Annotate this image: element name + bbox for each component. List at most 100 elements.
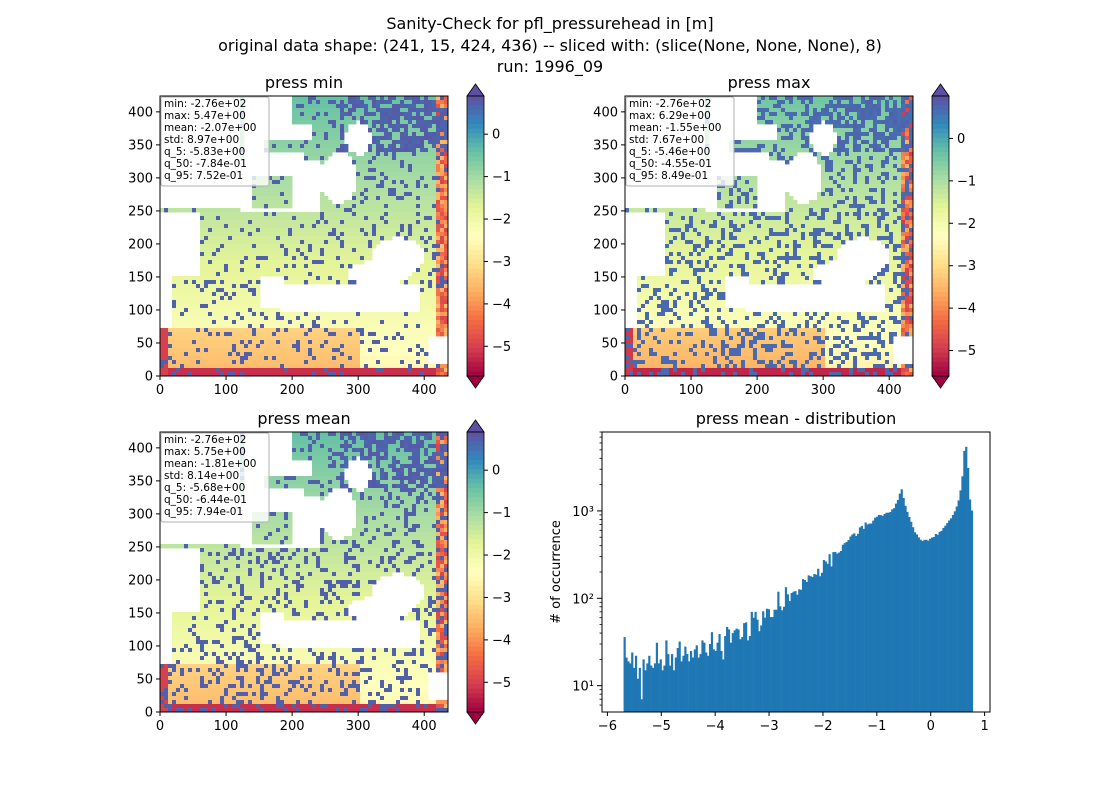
heatmap-cell — [368, 184, 373, 189]
heatmap-cell — [444, 140, 449, 145]
heatmap-cell — [733, 240, 738, 245]
heatmap-cell — [765, 144, 770, 149]
heatmap-cell — [232, 360, 237, 365]
heatmap-cell — [428, 232, 433, 237]
heatmap-cell — [268, 196, 273, 201]
heatmap-cell — [276, 244, 281, 249]
heatmap-cell — [857, 220, 862, 225]
heatmap-cell — [861, 212, 866, 217]
colorbar-segment — [467, 371, 484, 377]
heatmap-cell — [825, 200, 830, 205]
heatmap-cell — [729, 236, 734, 241]
heatmap-cell — [216, 244, 221, 249]
heatmap-cell — [404, 320, 409, 325]
heatmap-cell — [392, 344, 397, 349]
heatmap-cell — [336, 336, 341, 341]
heatmap-cell — [192, 300, 197, 305]
heatmap-cell — [392, 324, 397, 329]
heatmap-cell — [665, 244, 670, 249]
heatmap-cell — [288, 356, 293, 361]
heatmap-cell — [416, 188, 421, 193]
heatmap-cell — [677, 212, 682, 217]
heatmap-cell — [833, 124, 838, 129]
heatmap-cell — [356, 240, 361, 245]
heatmap-cell — [717, 236, 722, 241]
heatmap-cell — [745, 236, 750, 241]
heatmap-cell — [244, 328, 249, 333]
heatmap-cell — [380, 324, 385, 329]
heatmap-cell — [673, 240, 678, 245]
heatmap-cell — [797, 140, 802, 145]
heatmap-cell — [745, 144, 750, 149]
heatmap-cell — [416, 352, 421, 357]
heatmap-cell — [260, 264, 265, 269]
heatmap-cell — [340, 124, 345, 129]
heatmap-cell — [208, 268, 213, 273]
heatmap-cell — [320, 112, 325, 117]
heatmap-cell — [404, 228, 409, 233]
heatmap-cell — [288, 372, 293, 377]
heatmap-cell — [372, 216, 377, 221]
heatmap-cell — [188, 284, 193, 289]
heatmap-cell — [444, 172, 449, 177]
colorbar-segment — [467, 166, 484, 172]
heatmap-cell — [336, 272, 341, 277]
heatmap-cell — [424, 320, 429, 325]
heatmap-cell — [264, 372, 269, 377]
heatmap-cell — [276, 348, 281, 353]
heatmap-cell — [825, 224, 830, 229]
heatmap-cell — [348, 100, 353, 105]
heatmap-cell — [849, 116, 854, 121]
heatmap-cell — [424, 332, 429, 337]
heatmap-cell — [232, 340, 237, 345]
heatmap-cell — [336, 268, 341, 273]
heatmap-cell — [901, 208, 906, 213]
heatmap-cell — [324, 268, 329, 273]
heatmap-cell — [180, 356, 185, 361]
heatmap-cell — [332, 232, 337, 237]
heatmap-cell — [737, 228, 742, 233]
heatmap-cell — [801, 220, 806, 225]
heatmap-cell — [833, 104, 838, 109]
heatmap-cell — [837, 100, 842, 105]
heatmap-cell — [352, 204, 357, 209]
heatmap-cell — [801, 208, 806, 213]
heatmap-cell — [332, 204, 337, 209]
heatmap-cell — [328, 136, 333, 141]
heatmap-cell — [897, 228, 902, 233]
heatmap-cell — [412, 232, 417, 237]
heatmap-cell — [348, 316, 353, 321]
heatmap-cell — [240, 324, 245, 329]
heatmap-cell — [821, 192, 826, 197]
heatmap-cell — [440, 236, 445, 241]
heatmap-cell — [416, 216, 421, 221]
heatmap-cell — [308, 264, 313, 269]
heatmap-cell — [300, 224, 305, 229]
heatmap-cell — [881, 112, 886, 117]
heatmap-cell — [881, 188, 886, 193]
heatmap-cell — [440, 368, 445, 373]
heatmap-cell — [897, 208, 902, 213]
heatmap-cell — [404, 224, 409, 229]
heatmap-cell — [328, 268, 333, 273]
heatmap-cell — [208, 352, 213, 357]
heatmap-cell — [320, 372, 325, 377]
heatmap-cell — [444, 148, 449, 153]
heatmap-cell — [180, 324, 185, 329]
heatmap-cell — [188, 320, 193, 325]
heatmap-cell — [893, 192, 898, 197]
heatmap-cell — [192, 304, 197, 309]
heatmap-cell — [252, 336, 257, 341]
heatmap-cell — [873, 104, 878, 109]
heatmap-cell — [909, 220, 914, 225]
heatmap-cell — [424, 128, 429, 133]
heatmap-cell — [328, 228, 333, 233]
heatmap-cell — [769, 144, 774, 149]
heatmap-cell — [316, 248, 321, 253]
heatmap-cell — [841, 212, 846, 217]
colorbar-segment — [467, 180, 484, 186]
heatmap-cell — [761, 220, 766, 225]
heatmap-cell — [280, 340, 285, 345]
heatmap-cell — [276, 212, 281, 217]
heatmap-cell — [228, 248, 233, 253]
